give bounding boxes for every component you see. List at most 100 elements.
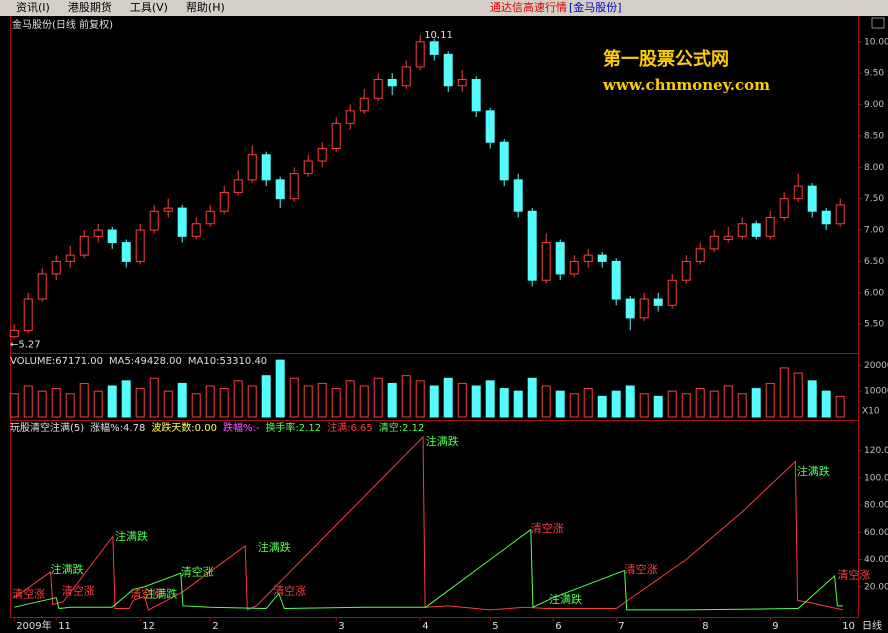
signal-label: 清空涨 <box>181 565 214 579</box>
volume-bar <box>471 385 481 418</box>
candle-body <box>373 78 383 99</box>
volume-bar <box>751 388 761 418</box>
candle-body <box>695 248 705 262</box>
period-label: 日线 <box>862 619 882 632</box>
candle-body <box>191 223 201 237</box>
indicator-line <box>14 528 843 611</box>
candle-body <box>499 141 509 181</box>
legend-entry: 波跌天数:0.00 <box>151 421 217 434</box>
volume-bar <box>135 388 145 418</box>
volume-bar <box>37 390 47 418</box>
legend-entry: 玩股清空注满(5) <box>10 421 84 434</box>
signal-label: 清空涨 <box>625 562 658 576</box>
candle-body <box>79 235 89 256</box>
volume-bar <box>625 385 635 418</box>
volume-bar <box>429 385 439 418</box>
volume-bar <box>569 393 579 418</box>
panel-button[interactable] <box>871 17 885 29</box>
candle-body <box>289 173 299 200</box>
volume-bar <box>443 377 453 418</box>
volume-bar <box>415 380 425 418</box>
x-tick-label: 8 <box>702 621 708 632</box>
candle-body <box>667 279 677 306</box>
signal-label: 清空涨 <box>837 567 870 581</box>
candle-body <box>247 154 257 181</box>
volume-bar <box>583 388 593 418</box>
candle-body <box>653 298 663 306</box>
y-tick-label: 80.00 <box>864 501 888 511</box>
candle-body <box>611 260 621 300</box>
x-tick-label: 2 <box>212 621 218 632</box>
y-tick-label: 10000 <box>864 387 888 397</box>
candle-body <box>569 260 579 275</box>
signal-label: 清空涨 <box>130 586 163 600</box>
volume-bar <box>359 385 369 418</box>
menu-item[interactable]: 工具(V) <box>130 1 168 14</box>
volume-bar <box>779 367 789 418</box>
legend-entry: 涨幅%:4.78 <box>90 421 145 434</box>
candle-body <box>331 122 341 149</box>
signal-label: 注满跌 <box>144 586 177 600</box>
candle-body <box>303 160 313 175</box>
menu-item[interactable]: 港股期货 <box>68 0 112 14</box>
candle-body <box>723 235 733 240</box>
volume-bar <box>541 385 551 418</box>
volume-bar <box>387 382 397 418</box>
y-tick-label: 20000 <box>864 361 888 371</box>
candle-body <box>205 210 215 225</box>
x-tick-label: 3 <box>338 621 344 632</box>
chart-title: 金马股份(日线 前复权) <box>12 18 113 31</box>
candle-body <box>555 242 565 275</box>
candle-body <box>359 97 369 112</box>
volume-bar <box>457 382 467 418</box>
watermark-url: www.chnmoney.com <box>602 76 770 94</box>
y-tick-label: 40.00 <box>864 555 888 565</box>
x-tick-label: 5 <box>492 621 498 632</box>
menu-item[interactable]: 帮助(H) <box>186 0 225 14</box>
panel-separator <box>10 420 858 421</box>
signal-label: 清空涨 <box>273 584 306 598</box>
volume-bar <box>723 385 733 418</box>
candle-body <box>835 204 845 225</box>
volume-bar <box>205 385 215 418</box>
candle-body <box>751 223 761 237</box>
watermark-title: 第一股票公式网 <box>603 48 729 70</box>
y-tick-label: 6.50 <box>864 257 884 267</box>
candle-body <box>317 147 327 162</box>
y-tick-label: 8.50 <box>864 131 884 141</box>
indicator-line <box>13 435 844 611</box>
legend-entry: 清空:2.12 <box>379 421 425 434</box>
candle-body <box>639 298 649 319</box>
y-tick-label: 7.00 <box>864 226 884 236</box>
volume-bar <box>653 395 663 418</box>
legend-entry: MA10:53310.40 <box>188 356 267 367</box>
candle-body <box>541 242 551 281</box>
volume-bar <box>695 388 705 418</box>
candle-body <box>401 66 411 87</box>
menu-bar <box>0 0 888 16</box>
volume-bar <box>821 390 831 418</box>
panel-separator <box>10 353 858 354</box>
x-tick-label: 6 <box>555 621 561 632</box>
volume-bar <box>345 380 355 418</box>
legend-entry: VOLUME:67171.00 <box>10 356 103 367</box>
legend-entry: 跌幅%:- <box>223 421 260 434</box>
y-tick-label: 10.00 <box>864 37 888 47</box>
candle-body <box>443 53 453 87</box>
y-tick-label: 7.50 <box>864 194 884 204</box>
candle-body <box>681 260 691 281</box>
candle-body <box>513 179 523 212</box>
signal-label: 注满跌 <box>51 562 84 576</box>
volume-bar <box>765 382 775 418</box>
candle-body <box>821 210 831 225</box>
volume-bar <box>513 390 523 418</box>
menu-item[interactable]: 资讯(I) <box>16 1 50 14</box>
legend-entry: 注满:6.65 <box>327 421 373 434</box>
volume-bar <box>373 377 383 418</box>
panel-separator <box>10 617 858 618</box>
candle-body <box>149 210 159 231</box>
app-title: 通达信高速行情 <box>490 0 567 14</box>
candle-body <box>779 198 789 218</box>
x-tick-label: 11 <box>58 621 71 632</box>
volume-bar <box>247 385 257 418</box>
